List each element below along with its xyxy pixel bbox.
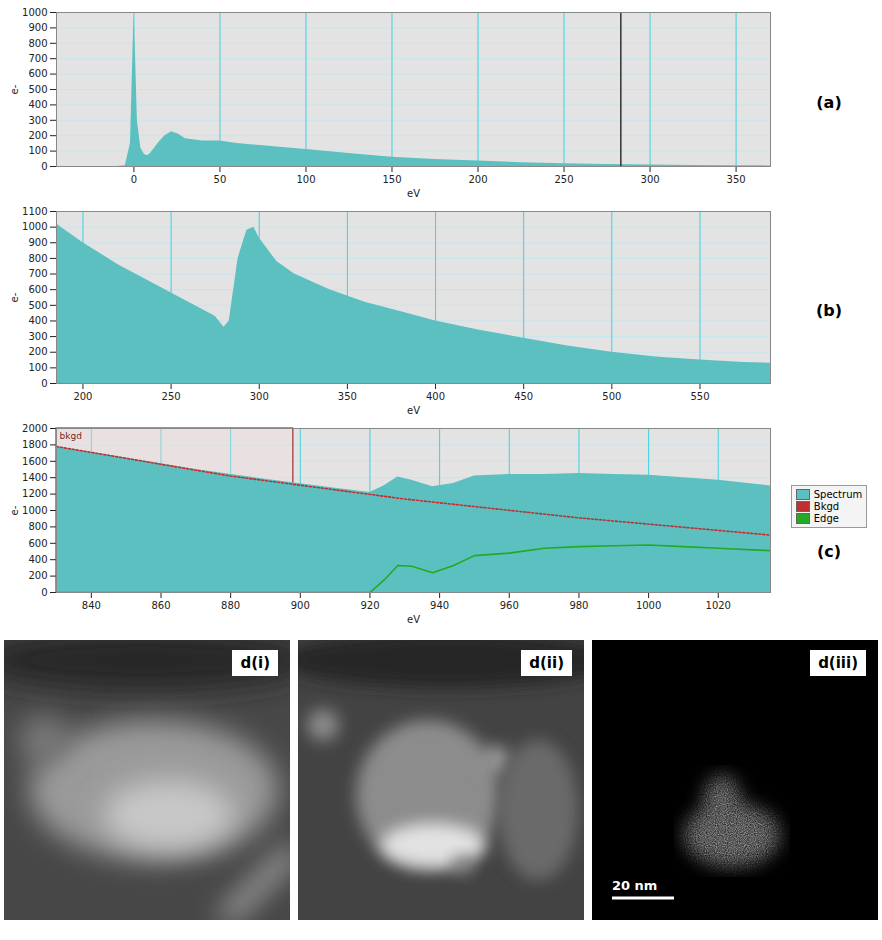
svg-text:1800: 1800: [22, 439, 47, 450]
svg-text:800: 800: [28, 253, 47, 264]
svg-text:1200: 1200: [22, 488, 47, 499]
svg-text:960: 960: [500, 600, 519, 611]
svg-text:200: 200: [468, 174, 487, 185]
svg-text:eV: eV: [407, 614, 420, 625]
html-text:(a): (a): [816, 92, 842, 112]
svg-text:1000: 1000: [22, 505, 47, 516]
svg-text:250: 250: [554, 174, 573, 185]
svg-text:300: 300: [641, 174, 660, 185]
svg-text:350: 350: [727, 174, 746, 185]
svg-text:100: 100: [28, 145, 47, 156]
svg-text:1000: 1000: [22, 221, 47, 232]
svg-text:860: 860: [151, 600, 170, 611]
svg-text:550: 550: [690, 391, 709, 402]
html-text:d(ii): d(ii): [529, 654, 564, 672]
svg-text:450: 450: [514, 391, 533, 402]
svg-text:100: 100: [296, 174, 315, 185]
svg-text:600: 600: [28, 284, 47, 295]
html-text:d(iii): d(iii): [818, 654, 858, 672]
svg-text:1100: 1100: [22, 206, 47, 217]
svg-text:920: 920: [360, 600, 379, 611]
svg-text:200: 200: [28, 130, 47, 141]
svg-text:100: 100: [28, 362, 47, 373]
svg-text:50: 50: [214, 174, 227, 185]
svg-text:1000: 1000: [636, 600, 661, 611]
svg-text:900: 900: [291, 600, 310, 611]
svg-text:400: 400: [28, 554, 47, 565]
html-text:(c): (c): [816, 542, 841, 561]
svg-text:500: 500: [28, 300, 47, 311]
svg-text:e-: e-: [9, 505, 20, 515]
svg-text:840: 840: [82, 600, 101, 611]
svg-text:e-: e-: [9, 292, 20, 302]
svg-text:600: 600: [28, 538, 47, 549]
html-text:Spectrum: Spectrum: [813, 489, 863, 500]
svg-text:700: 700: [28, 268, 47, 279]
svg-text:bkgd: bkgd: [60, 431, 82, 441]
svg-text:e-: e-: [9, 84, 20, 94]
svg-text:300: 300: [28, 115, 47, 126]
svg-text:0: 0: [41, 161, 47, 172]
svg-text:1020: 1020: [706, 600, 731, 611]
html-text:Edge: Edge: [813, 513, 839, 524]
svg-text:250: 250: [162, 391, 181, 402]
html-text:(b): (b): [816, 300, 842, 320]
svg-text:0: 0: [41, 378, 47, 389]
svg-text:600: 600: [28, 68, 47, 79]
svg-text:eV: eV: [407, 188, 420, 199]
svg-text:800: 800: [28, 521, 47, 532]
svg-text:700: 700: [28, 53, 47, 64]
svg-text:eV: eV: [407, 405, 420, 416]
svg-text:900: 900: [28, 22, 47, 33]
html-text:Bkgd: Bkgd: [813, 501, 840, 512]
svg-text:200: 200: [73, 391, 92, 402]
svg-text:400: 400: [28, 315, 47, 326]
svg-text:800: 800: [28, 38, 47, 49]
svg-text:200: 200: [28, 346, 47, 357]
svg-text:0: 0: [41, 587, 47, 598]
svg-text:900: 900: [28, 237, 47, 248]
svg-text:880: 880: [221, 600, 240, 611]
svg-text:500: 500: [28, 84, 47, 95]
svg-text:400: 400: [28, 99, 47, 110]
svg-text:300: 300: [28, 331, 47, 342]
svg-text:500: 500: [602, 391, 621, 402]
svg-text:1000: 1000: [22, 7, 47, 18]
svg-text:1400: 1400: [22, 472, 47, 483]
svg-text:1600: 1600: [22, 456, 47, 467]
svg-text:20 nm: 20 nm: [612, 878, 657, 893]
svg-text:0: 0: [131, 174, 137, 185]
svg-text:980: 980: [569, 600, 588, 611]
svg-text:350: 350: [338, 391, 357, 402]
html-text:d(i): d(i): [240, 654, 270, 672]
svg-text:200: 200: [28, 570, 47, 581]
svg-text:400: 400: [426, 391, 445, 402]
svg-text:940: 940: [430, 600, 449, 611]
svg-text:150: 150: [382, 174, 401, 185]
svg-text:2000: 2000: [22, 423, 47, 434]
svg-text:300: 300: [250, 391, 269, 402]
